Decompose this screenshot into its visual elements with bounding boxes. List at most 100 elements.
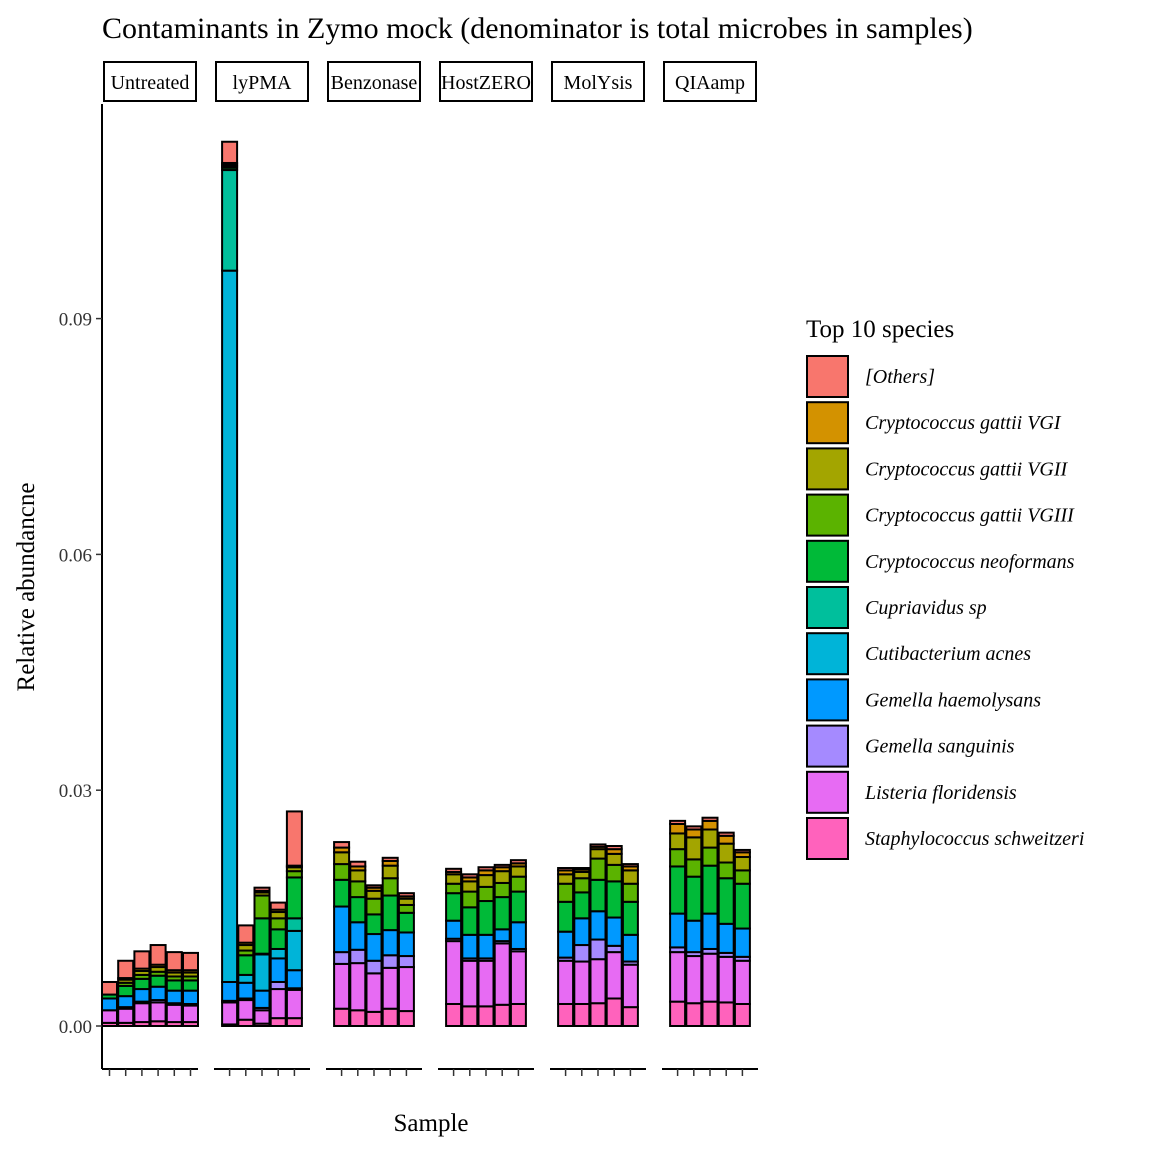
legend-label: Cryptococcus gattii VGII [865,458,1069,480]
bar-segment-cutibacterium-acnes [253,953,271,992]
bar-stack [445,867,463,1028]
bar-segment-cryptococcus-neoformans [117,984,135,998]
bar-segment-gemella-haemolysans [117,995,135,1009]
bar-segment-listeria-floridensis [621,963,639,1009]
bar-segment-cryptococcus-neoformans [589,878,607,913]
bar-segment-listeria-floridensis [461,959,479,1008]
bar-segment-cryptococcus-gattii-vgiii [717,861,735,880]
bar-segment-cutibacterium-acnes [221,269,239,983]
bar-segment-listeria-floridensis [589,958,607,1005]
bar-segment-cryptococcus-gattii-vgiii [333,863,351,881]
bar-stack [733,848,751,1028]
bar-segment-cupriavidus-sp [221,169,239,272]
bar-stack [253,886,271,1028]
bar-segment-staphylococcus-schweitzeri [669,1000,687,1027]
bar-stack [285,810,303,1028]
bar-stack [509,859,527,1028]
bar-segment-cutibacterium-acnes [237,973,255,984]
bar-segment-staphylococcus-schweitzeri [333,1007,351,1028]
bar-segment-gemella-haemolysans [253,989,271,1009]
legend-swatch [806,447,849,491]
bar-segment-cryptococcus-gattii-vgiii [445,882,463,895]
bar-stack [397,892,415,1027]
facet-panel-benzonase: Benzonase [326,61,422,1076]
bar-segment-others [333,841,351,849]
bar-segment-others [237,924,255,944]
bar-segment-cryptococcus-neoformans [253,917,271,955]
bar-segment-cryptococcus-gattii-vgii [669,832,687,851]
bar-segment-gemella-haemolysans [493,928,511,943]
bar-segment-gemella-haemolysans [509,921,527,950]
bar-stack [685,825,703,1027]
bar-segment-cryptococcus-gattii-vgi [717,834,735,845]
facet-strip [551,61,645,102]
legend-label: [Others] [865,366,935,388]
bar-segment-gemella-haemolysans [701,912,719,950]
bar-segment-listeria-floridensis [669,951,687,1003]
bar-segment-cryptococcus-gattii-vgiii [349,880,367,899]
legend: Top 10 species [Others] Cryptococcus gatt… [806,316,1084,860]
bar-segment-gemella-haemolysans [573,917,591,947]
bar-segment-others [101,980,118,996]
bar-segment-listeria-floridensis [397,966,415,1013]
bar-segment-cryptococcus-neoformans [397,911,415,934]
bar-segment-gemella-haemolysans [397,931,415,958]
bar-stack [165,951,183,1028]
bar-segment-others [285,810,303,867]
bar-segment-cutibacterium-acnes [269,947,287,960]
bar-segment-cryptococcus-neoformans [461,906,479,936]
facet-strip-label: Untreated [111,72,190,94]
bar-segment-staphylococcus-schweitzeri [701,1000,719,1027]
bar-segment-listeria-floridensis [285,988,303,1020]
legend-label: Cryptococcus gattii VGIII [865,505,1075,527]
bar-segment-gemella-haemolysans [589,910,607,941]
bar-segment-others [349,860,367,868]
facet-strip [215,61,309,102]
bar-segment-cryptococcus-gattii-vgiii [557,882,575,903]
bar-segment-gemella-haemolysans [445,919,463,940]
bar-stack [117,959,135,1028]
bar-stack [477,866,495,1027]
facet-panels: Untreated lyPMA Benzonase HostZERO MolYsis QI… [101,61,758,1076]
bar-segment-staphylococcus-schweitzeri [365,1010,383,1027]
bar-segment-staphylococcus-schweitzeri [733,1002,751,1028]
bar-segment-listeria-floridensis [349,962,367,1012]
bar-stack [237,924,255,1027]
bar-segment-staphylococcus-schweitzeri [717,1001,735,1027]
bar-segment-others [557,867,575,872]
facet-strip-label: lyPMA [233,72,292,94]
bar-segment-gemella-haemolysans [685,919,703,954]
bar-segment-listeria-floridensis [117,1007,135,1024]
bar-segment-staphylococcus-schweitzeri [621,1006,639,1027]
bar-segment-others [381,856,399,862]
bar-segment-cryptococcus-gattii-vgii [621,869,639,885]
bar-stack [101,980,118,1028]
bar-segment-gemella-haemolysans [149,985,167,1002]
bar-segment-staphylococcus-schweitzeri [349,1009,367,1028]
bar-segment-staphylococcus-schweitzeri [461,1005,479,1027]
bar-segment-gemella-sanguinis [365,959,383,975]
bar-segment-cryptococcus-neoformans [269,928,287,950]
legend-item-listeria-floridensis: Listeria floridensis [806,770,1017,814]
facet-panel-molysis: MolYsis [550,61,646,1076]
bar-segment-cryptococcus-neoformans [381,894,399,932]
bar-segment-cryptococcus-neoformans [133,977,151,991]
bar-segment-listeria-floridensis [381,966,399,1010]
bar-segment-gemella-haemolysans [381,929,399,957]
bar-segment-cryptococcus-gattii-vgii [733,856,751,872]
bar-segment-staphylococcus-schweitzeri [509,1002,527,1028]
bar-segment-others [685,825,703,831]
bar-segment-cryptococcus-gattii-vgiii [701,846,719,867]
bar-segment-others [493,863,511,869]
bar-segment-listeria-floridensis [101,1009,118,1024]
bar-segment-cryptococcus-gattii-vgiii [573,877,591,894]
bar-segment-gemella-haemolysans [557,930,575,959]
bar-segment-others [117,959,135,980]
facet-strip [103,61,197,102]
bar-segment-listeria-floridensis [237,999,255,1021]
bar-stack [381,856,399,1028]
bar-segment-gemella-sanguinis [397,955,415,969]
facet-panel-lypma: lyPMA [214,61,310,1076]
bar-stack [605,845,623,1027]
bar-segment-cryptococcus-gattii-vgiii [269,917,287,931]
